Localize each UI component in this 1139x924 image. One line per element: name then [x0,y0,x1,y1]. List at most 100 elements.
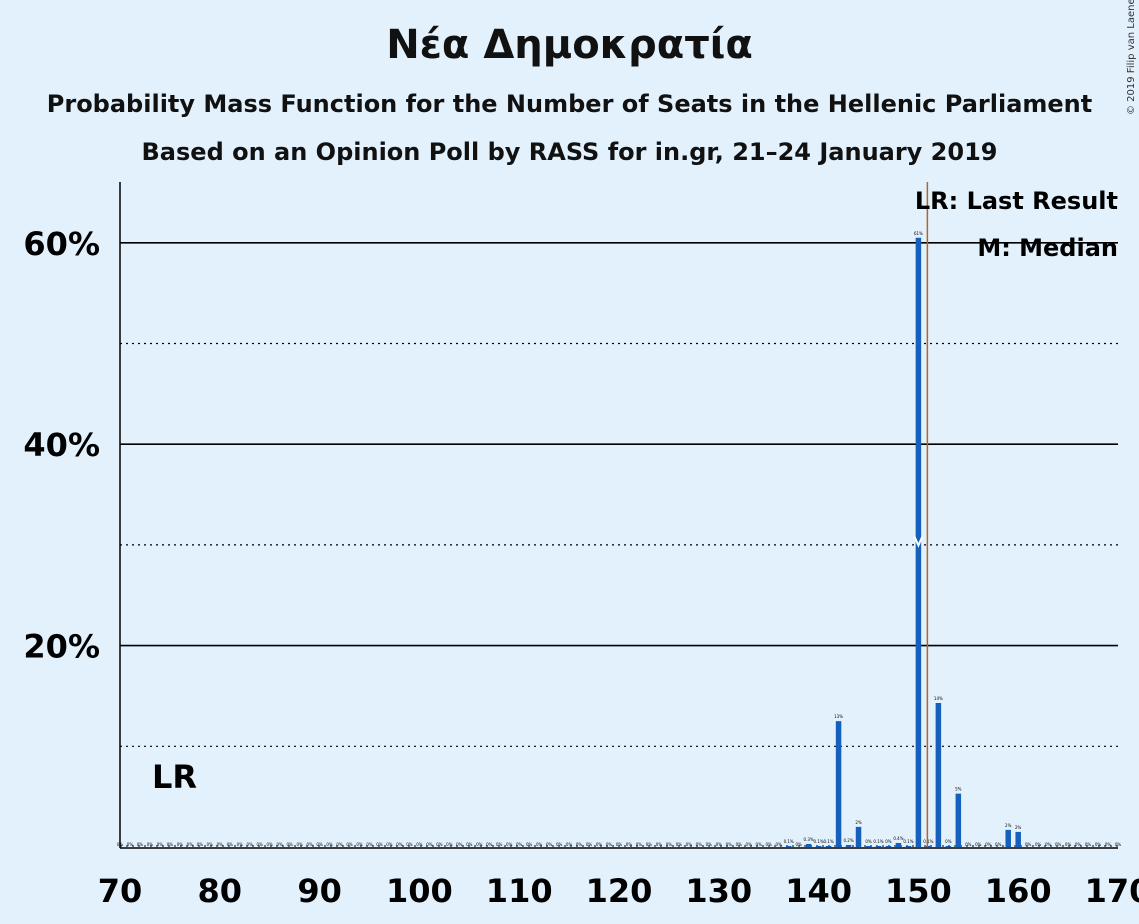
bar-label-zero: 0% [436,842,443,847]
bar-seat-143 [845,844,852,847]
bar-label: 61% [914,231,923,236]
bar-seat-139 [805,843,812,847]
bar-label-zero: 0% [396,842,403,847]
bar-seat-140 [815,845,822,847]
bar-label-zero: 0% [706,842,713,847]
bar-label-zero: 0% [147,842,154,847]
bar-label-zero: 0% [576,842,583,847]
x-tick-label: 100 [386,872,453,910]
bar-label: 0% [885,839,892,844]
x-tick-label: 120 [586,872,653,910]
bar-label-zero: 0% [716,842,723,847]
bar-label-zero: 0% [386,842,393,847]
bar-label-zero: 0% [466,842,473,847]
bar-label-zero: 0% [626,842,633,847]
bar-label-zero: 0% [237,842,244,847]
bar-seat-151 [925,845,932,847]
bar-seat-153 [945,845,952,847]
bar-label-zero: 0% [1075,842,1082,847]
bar-label-zero: 0% [726,842,733,847]
legend-last-result: LR: Last Result [915,187,1118,215]
bar-label: 0.1% [903,839,913,844]
bar-label: 0.1% [814,839,824,844]
bar-seat-152 [935,702,942,847]
bar-label-zero: 0% [975,842,982,847]
bar-label-zero: 0% [676,842,683,847]
chart-subtitle: Probability Mass Function for the Number… [46,90,1093,118]
bar-label-zero: 0% [247,842,254,847]
bar-label-zero: 0% [526,842,533,847]
bar-label-zero: 0% [606,842,613,847]
bar-layer: 0% 0% 0% 0% 0% 0% 0% 0% 0% 0% 0% 0% 0% 0% 0% 0% 0% 0% 0% 0%… [117,182,1122,847]
bar-label-zero: 0% [316,842,323,847]
bar-label-zero: 0% [506,842,513,847]
bar-label-zero: 0% [756,842,763,847]
bar-label: 0.1% [923,839,933,844]
bar-label-zero: 0% [137,842,144,847]
legend-layer: LR LR: Last Result M: Median [152,187,1118,796]
bar-label-zero: 0% [686,842,693,847]
bar-label: 14% [934,696,943,701]
bar-label-zero: 0% [346,842,353,847]
y-tick-label: 60% [23,225,100,263]
x-tick-label: 160 [985,872,1052,910]
bar-label: 5% [955,787,962,792]
bar-seat-149 [905,845,912,847]
bar-seat-154 [955,793,962,847]
bar-label-zero: 0% [306,842,313,847]
bar-label-zero: 0% [127,842,134,847]
bar-label: 0% [945,839,952,844]
bar-label-zero: 0% [187,842,194,847]
bar-label-zero: 0% [197,842,204,847]
bar-label-zero: 0% [336,842,343,847]
bar-label-zero: 0% [656,842,663,847]
bar-label-zero: 0% [167,842,174,847]
bar-label-zero: 0% [456,842,463,847]
bar-label: 0.1% [873,839,883,844]
bar-seat-150 [915,237,922,847]
bar-label-zero: 0% [995,842,1002,847]
bar-label-zero: 0% [1105,842,1112,847]
bar-label-zero: 0% [446,842,453,847]
bar-seat-147 [885,845,892,847]
bar-label-zero: 0% [636,842,643,847]
bar-seat-160 [1015,831,1021,847]
bar-label-zero: 0% [376,842,383,847]
x-tick-label: 110 [486,872,553,910]
bar-label-zero: 0% [257,842,264,847]
bar-label-zero: 0% [496,842,503,847]
bar-label-zero: 0% [356,842,363,847]
bar-label-zero: 0% [296,842,303,847]
bar-label: 0.4% [893,836,903,841]
chart-title: Νέα Δημοκρατία [386,22,753,68]
bar-label: 0.1% [784,839,794,844]
bar-label-zero: 0% [227,842,234,847]
bar-label-zero: 0% [1115,842,1122,847]
y-tick-label: 40% [23,426,100,464]
bar-label-zero: 0% [1055,842,1062,847]
bar-label-zero: 0% [985,842,992,847]
bar-label-zero: 0% [277,842,284,847]
grid-layer [120,242,1118,847]
bar-seat-146 [875,845,882,847]
bar-label-zero: 0% [1045,842,1052,847]
bar-label-zero: 0% [566,842,573,847]
bar-label-zero: 0% [516,842,523,847]
bar-label: 2% [1005,823,1012,828]
bar-label: 2% [855,820,862,825]
x-tick-label: 70 [98,872,143,910]
bar-label-zero: 0% [157,842,164,847]
bar-label-zero: 0% [416,842,423,847]
bar-seat-137 [785,845,792,847]
bar-label-zero: 0% [286,842,293,847]
bar-label-zero: 0% [207,842,214,847]
bar-seat-144 [855,826,862,847]
bar-label-zero: 0% [1065,842,1072,847]
bar-label-zero: 0% [766,842,773,847]
bar-label-zero: 0% [556,842,563,847]
bar-label-zero: 0% [326,842,333,847]
bar-label-zero: 0% [1095,842,1102,847]
bar-label-zero: 0% [795,842,802,847]
bar-label-zero: 0% [177,842,184,847]
bar-seat-141 [825,845,832,847]
